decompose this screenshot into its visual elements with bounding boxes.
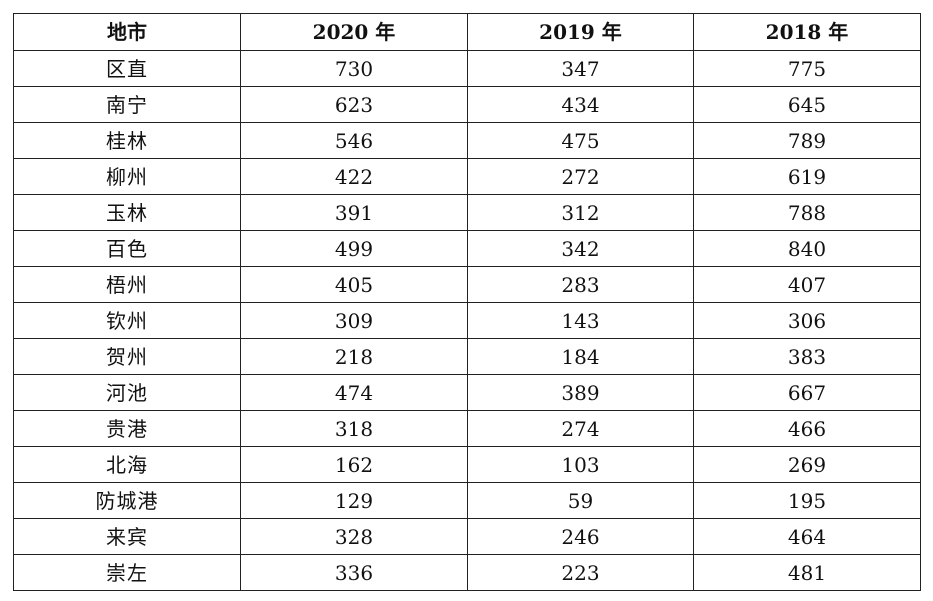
table-row: 南宁 623 434 645: [13, 86, 921, 123]
value-cell-2018: 840: [693, 230, 921, 267]
header-2019: 2019 年: [467, 13, 694, 51]
value-cell-2020: 623: [240, 86, 468, 123]
table-row: 钦州 309 143 306: [13, 302, 921, 339]
value-cell-2018: 619: [693, 158, 921, 195]
value-cell-2018: 481: [693, 554, 921, 591]
table-row: 玉林 391 312 788: [13, 194, 921, 231]
table-row: 百色 499 342 840: [13, 230, 921, 267]
table-row: 区直 730 347 775: [13, 50, 921, 87]
value-cell-2020: 474: [240, 374, 468, 411]
city-cell: 崇左: [13, 554, 241, 591]
value-cell-2019: 475: [467, 122, 694, 159]
value-cell-2019: 246: [467, 518, 694, 555]
value-cell-2019: 274: [467, 410, 694, 447]
city-cell: 来宾: [13, 518, 241, 555]
header-row: 地市 2020 年 2019 年 2018 年: [13, 13, 921, 51]
table-row: 崇左 336 223 481: [13, 554, 921, 591]
city-cell: 贵港: [13, 410, 241, 447]
value-cell-2020: 391: [240, 194, 468, 231]
table-row: 梧州 405 283 407: [13, 266, 921, 303]
table-row: 河池 474 389 667: [13, 374, 921, 411]
value-cell-2018: 466: [693, 410, 921, 447]
value-cell-2018: 464: [693, 518, 921, 555]
value-cell-2019: 342: [467, 230, 694, 267]
value-cell-2020: 318: [240, 410, 468, 447]
value-cell-2020: 129: [240, 482, 468, 519]
value-cell-2018: 667: [693, 374, 921, 411]
value-cell-2020: 422: [240, 158, 468, 195]
value-cell-2018: 195: [693, 482, 921, 519]
table-row: 柳州 422 272 619: [13, 158, 921, 195]
value-cell-2020: 546: [240, 122, 468, 159]
value-cell-2018: 789: [693, 122, 921, 159]
value-cell-2020: 405: [240, 266, 468, 303]
city-cell: 河池: [13, 374, 241, 411]
value-cell-2019: 184: [467, 338, 694, 375]
table-header: 地市 2020 年 2019 年 2018 年: [13, 13, 921, 51]
value-cell-2018: 383: [693, 338, 921, 375]
city-cell: 百色: [13, 230, 241, 267]
value-cell-2020: 309: [240, 302, 468, 339]
value-cell-2019: 143: [467, 302, 694, 339]
table-body: 区直 730 347 775 南宁 623 434 645 桂林 546 475…: [13, 50, 921, 591]
city-cell: 玉林: [13, 194, 241, 231]
table-row: 贺州 218 184 383: [13, 338, 921, 375]
value-cell-2018: 269: [693, 446, 921, 483]
table-row: 北海 162 103 269: [13, 446, 921, 483]
value-cell-2020: 328: [240, 518, 468, 555]
city-cell: 南宁: [13, 86, 241, 123]
value-cell-2018: 775: [693, 50, 921, 87]
value-cell-2019: 434: [467, 86, 694, 123]
value-cell-2019: 312: [467, 194, 694, 231]
value-cell-2019: 272: [467, 158, 694, 195]
value-cell-2019: 59: [467, 482, 694, 519]
table-row: 贵港 318 274 466: [13, 410, 921, 447]
city-cell: 柳州: [13, 158, 241, 195]
value-cell-2018: 407: [693, 266, 921, 303]
value-cell-2018: 306: [693, 302, 921, 339]
value-cell-2019: 283: [467, 266, 694, 303]
value-cell-2020: 162: [240, 446, 468, 483]
value-cell-2019: 223: [467, 554, 694, 591]
header-2020: 2020 年: [240, 13, 468, 51]
value-cell-2019: 103: [467, 446, 694, 483]
city-cell: 钦州: [13, 302, 241, 339]
header-city: 地市: [13, 13, 241, 51]
city-cell: 北海: [13, 446, 241, 483]
city-cell: 梧州: [13, 266, 241, 303]
city-cell: 防城港: [13, 482, 241, 519]
value-cell-2020: 218: [240, 338, 468, 375]
city-cell: 桂林: [13, 122, 241, 159]
table-row: 桂林 546 475 789: [13, 122, 921, 159]
value-cell-2019: 389: [467, 374, 694, 411]
value-cell-2018: 788: [693, 194, 921, 231]
value-cell-2020: 730: [240, 50, 468, 87]
value-cell-2020: 336: [240, 554, 468, 591]
city-cell: 区直: [13, 50, 241, 87]
value-cell-2020: 499: [240, 230, 468, 267]
document-sheet: 地市 2020 年 2019 年 2018 年 区直 730 347 775 南…: [13, 13, 921, 591]
header-2018: 2018 年: [693, 13, 921, 51]
data-table: 地市 2020 年 2019 年 2018 年 区直 730 347 775 南…: [13, 13, 921, 591]
value-cell-2019: 347: [467, 50, 694, 87]
table-row: 来宾 328 246 464: [13, 518, 921, 555]
table-row: 防城港 129 59 195: [13, 482, 921, 519]
city-cell: 贺州: [13, 338, 241, 375]
value-cell-2018: 645: [693, 86, 921, 123]
